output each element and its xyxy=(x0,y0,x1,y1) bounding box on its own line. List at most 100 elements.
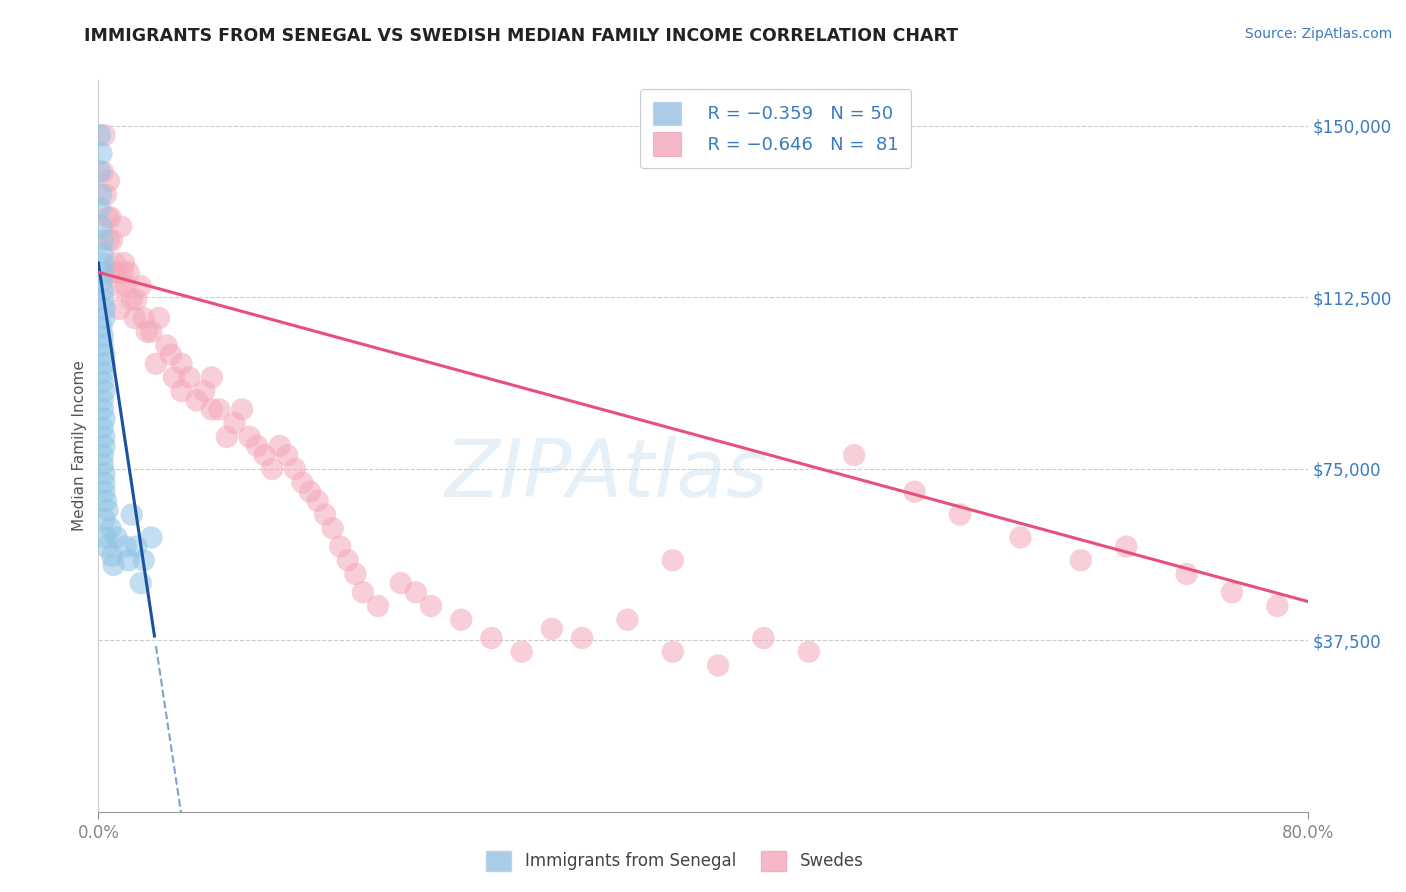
Point xyxy=(93,384,115,398)
Point xyxy=(389,576,412,591)
Point xyxy=(118,265,141,279)
Point xyxy=(90,187,112,202)
Point xyxy=(208,402,231,417)
Point xyxy=(91,375,114,389)
Point xyxy=(1115,540,1137,554)
Point xyxy=(129,279,152,293)
Point xyxy=(90,320,112,334)
Point xyxy=(121,293,143,307)
Point xyxy=(91,338,114,352)
Point xyxy=(90,146,112,161)
Point xyxy=(1070,553,1092,567)
Point xyxy=(124,310,146,325)
Point xyxy=(103,558,125,572)
Point xyxy=(284,462,307,476)
Text: IMMIGRANTS FROM SENEGAL VS SWEDISH MEDIAN FAMILY INCOME CORRELATION CHART: IMMIGRANTS FROM SENEGAL VS SWEDISH MEDIA… xyxy=(84,27,959,45)
Point xyxy=(93,475,115,490)
Point xyxy=(1175,567,1198,582)
Point xyxy=(571,631,593,645)
Point xyxy=(132,553,155,567)
Point xyxy=(269,439,291,453)
Point xyxy=(125,540,148,554)
Point xyxy=(450,613,472,627)
Point xyxy=(103,265,125,279)
Point xyxy=(1220,585,1243,599)
Point xyxy=(141,325,163,339)
Point xyxy=(201,402,224,417)
Point xyxy=(314,508,336,522)
Point xyxy=(110,219,132,234)
Point xyxy=(224,416,246,430)
Point xyxy=(322,521,344,535)
Point xyxy=(93,411,115,425)
Point xyxy=(307,493,329,508)
Point xyxy=(707,658,730,673)
Point xyxy=(91,402,114,417)
Point xyxy=(108,301,131,316)
Point xyxy=(291,475,314,490)
Point xyxy=(904,484,927,499)
Point xyxy=(420,599,443,613)
Point xyxy=(111,265,134,279)
Point xyxy=(276,448,298,462)
Point xyxy=(89,128,111,142)
Point xyxy=(170,357,193,371)
Point xyxy=(94,187,117,202)
Point xyxy=(253,448,276,462)
Point xyxy=(91,457,114,471)
Point xyxy=(93,512,115,526)
Point xyxy=(112,256,135,270)
Point xyxy=(91,420,114,434)
Point xyxy=(510,645,533,659)
Point xyxy=(94,540,117,554)
Point xyxy=(129,576,152,591)
Point xyxy=(344,567,367,582)
Point xyxy=(170,384,193,398)
Point xyxy=(329,540,352,554)
Point xyxy=(163,370,186,384)
Point xyxy=(844,448,866,462)
Point xyxy=(101,233,124,247)
Point xyxy=(118,553,141,567)
Legend: Immigrants from Senegal, Swedes: Immigrants from Senegal, Swedes xyxy=(478,842,872,880)
Point xyxy=(201,370,224,384)
Point xyxy=(231,402,253,417)
Point xyxy=(179,370,201,384)
Point xyxy=(1267,599,1289,613)
Point xyxy=(215,430,238,444)
Point xyxy=(299,484,322,499)
Point xyxy=(91,284,114,298)
Point xyxy=(155,338,177,352)
Point xyxy=(132,310,155,325)
Point xyxy=(135,325,157,339)
Point xyxy=(91,247,114,261)
Point xyxy=(91,265,114,279)
Point xyxy=(100,521,122,535)
Point xyxy=(93,439,115,453)
Point xyxy=(101,549,124,563)
Point xyxy=(752,631,775,645)
Point xyxy=(94,493,117,508)
Point xyxy=(107,279,129,293)
Point xyxy=(105,265,128,279)
Point xyxy=(661,553,683,567)
Point xyxy=(540,622,562,636)
Point xyxy=(405,585,427,599)
Point xyxy=(352,585,374,599)
Point xyxy=(121,508,143,522)
Point xyxy=(91,448,114,462)
Point xyxy=(481,631,503,645)
Point xyxy=(104,256,127,270)
Point xyxy=(93,301,115,316)
Point xyxy=(89,201,111,215)
Point xyxy=(93,467,115,481)
Point xyxy=(98,174,121,188)
Point xyxy=(367,599,389,613)
Point xyxy=(114,540,136,554)
Point xyxy=(93,347,115,362)
Point xyxy=(148,310,170,325)
Point xyxy=(91,366,114,380)
Point xyxy=(1010,530,1032,544)
Point xyxy=(616,613,638,627)
Point xyxy=(93,310,115,325)
